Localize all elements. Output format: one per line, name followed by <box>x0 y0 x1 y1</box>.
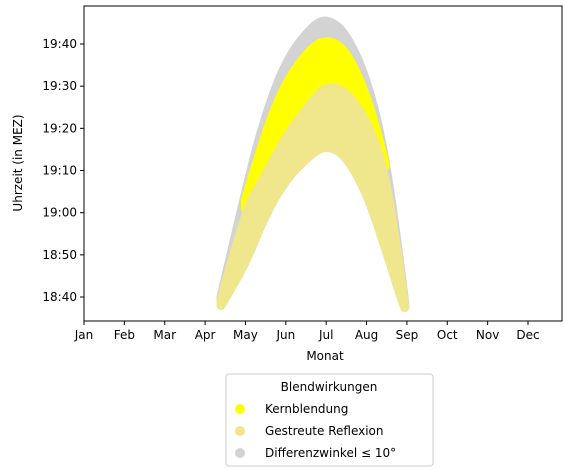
y-tick-label: 19:00 <box>42 206 77 220</box>
y-axis-label: Uhrzeit (in MEZ) <box>11 114 25 211</box>
legend-title: Blendwirkungen <box>281 380 378 394</box>
legend-label-gestreute-reflexion: Gestreute Reflexion <box>265 424 384 438</box>
x-tick-label: Oct <box>437 328 458 342</box>
x-tick-label: Feb <box>114 328 135 342</box>
plot-area <box>83 5 563 322</box>
y-tick-label: 19:10 <box>42 164 77 178</box>
legend-entries: Kernblendung Gestreute Reflexion Differenz… <box>235 402 396 460</box>
x-tick-label: Sep <box>396 328 419 342</box>
y-tick-label: 18:40 <box>42 290 77 304</box>
x-tick-label: Mar <box>153 328 176 342</box>
x-tick-label: Jul <box>318 328 333 342</box>
legend-marker-gestreute-reflexion <box>235 426 245 436</box>
x-tick-label: Aug <box>355 328 378 342</box>
x-tick-label: Jun <box>275 328 295 342</box>
x-tick-label: Dec <box>516 328 539 342</box>
series-layer <box>216 16 410 313</box>
plot-frame <box>83 5 563 322</box>
y-tick-label: 18:50 <box>42 248 77 262</box>
x-axis-label: Monat <box>306 349 344 363</box>
series-band-gestreute-reflexion <box>216 83 410 313</box>
x-tick-label: Jan <box>74 328 94 342</box>
x-tick-label: Nov <box>476 328 499 342</box>
y-tick-label: 19:40 <box>42 37 77 51</box>
legend-label-kernblendung: Kernblendung <box>265 402 348 416</box>
legend-marker-differenzwinkel-10 <box>235 448 245 458</box>
y-tick-label: 19:30 <box>42 79 77 93</box>
y-axis: 18:40 18:50 19:00 19:10 19:20 19:30 19:40 <box>42 37 84 304</box>
y-tick-label: 19:20 <box>42 121 77 135</box>
x-axis: Jan Feb Mar Apr May Jun Jul Aug Sep Oct Nov Dec <box>74 321 540 342</box>
legend-marker-kernblendung <box>235 404 245 414</box>
legend-label-differenzwinkel-10: Differenzwinkel ≤ 10° <box>265 446 396 460</box>
legend: Blendwirkungen Kernblendung Gestreute Ref… <box>225 373 434 467</box>
legend-frame <box>225 373 434 467</box>
x-tick-label: Apr <box>195 328 216 342</box>
x-tick-label: May <box>233 328 258 342</box>
